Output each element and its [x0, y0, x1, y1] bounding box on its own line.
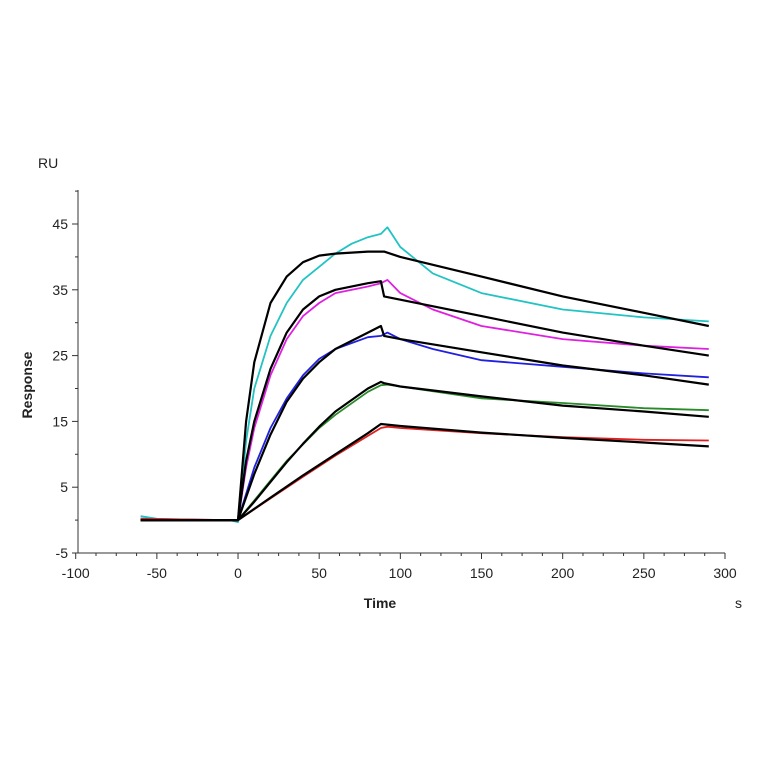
fit-curve-3	[140, 324, 709, 522]
x-tick-label: 50	[311, 565, 327, 581]
y-tick-label: -5	[56, 545, 69, 561]
y-tick-label: 35	[52, 282, 68, 298]
fit-curve-1	[140, 250, 710, 522]
x-tick-label: 0	[234, 565, 242, 581]
y-tick-label: 5	[60, 479, 68, 495]
y-unit-label: RU	[38, 155, 58, 171]
x-axis-label: Time	[364, 595, 397, 611]
x-tick-label: 250	[632, 565, 656, 581]
x-tick-label: 150	[470, 565, 494, 581]
fit-curve-5	[140, 422, 709, 522]
y-axis-label: Response	[19, 351, 35, 418]
series-lines	[140, 226, 710, 523]
y-tick-label: 15	[52, 413, 68, 429]
x-tick-labels: -100 -50 0 50 100 150 200 250 300	[62, 565, 737, 581]
data-curve-1	[140, 226, 709, 523]
x-unit-label: s	[735, 595, 742, 611]
x-tick-label: -100	[62, 565, 90, 581]
x-tick-label: 100	[389, 565, 413, 581]
data-curve-4	[140, 383, 709, 521]
fit-curve-2	[140, 280, 709, 522]
x-tick-label: -50	[147, 565, 167, 581]
y-tick-label: 25	[52, 348, 68, 364]
x-tick-label: 300	[713, 565, 737, 581]
axes	[72, 190, 726, 559]
y-tick-label: 45	[52, 216, 68, 232]
fit-curve-4	[140, 380, 709, 522]
y-tick-labels: -5 5 15 25 35 45	[52, 216, 68, 561]
data-curve-3	[140, 331, 709, 521]
x-tick-label: 200	[551, 565, 575, 581]
